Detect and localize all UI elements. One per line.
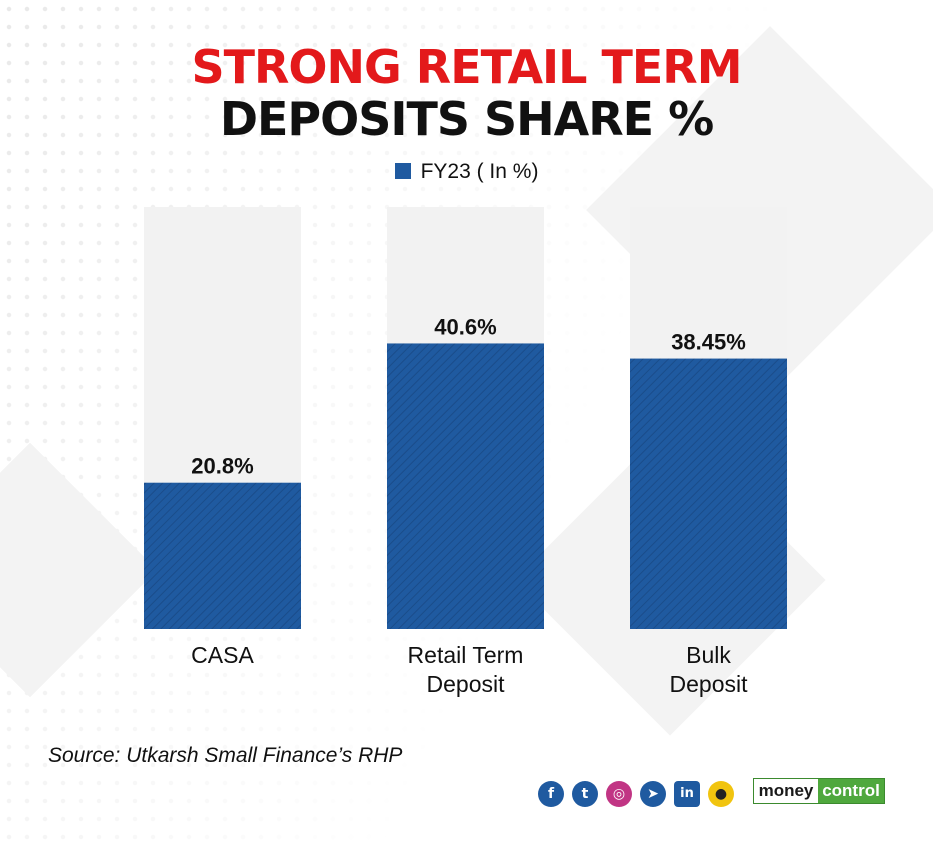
- category-label: Bulk: [686, 642, 731, 668]
- data-label: 20.8%: [191, 454, 253, 479]
- data-label: 40.6%: [434, 314, 496, 339]
- category-label: Retail Term: [408, 642, 524, 668]
- chart-title-line-1: STRONG RETAIL TERM: [191, 40, 743, 94]
- category-label: CASA: [191, 642, 254, 668]
- bar: [630, 358, 787, 629]
- chart-title-line-2: DEPOSITS SHARE %: [219, 92, 714, 146]
- telegram-icon[interactable]: ➤: [640, 781, 666, 807]
- category-label: Deposit: [427, 671, 506, 697]
- bar: [144, 482, 301, 629]
- source-note: Source: Utkarsh Small Finance’s RHP: [48, 744, 403, 767]
- legend: FY23 ( In %): [0, 160, 933, 184]
- category-label: Deposit: [670, 671, 749, 697]
- koo-icon[interactable]: ●: [708, 781, 734, 807]
- bar: [387, 343, 544, 629]
- linkedin-icon[interactable]: in: [674, 781, 700, 807]
- brand-right-text: control: [822, 781, 880, 800]
- twitter-icon[interactable]: t: [572, 781, 598, 807]
- brand-left-text: money: [754, 779, 818, 803]
- legend-swatch: [394, 163, 411, 179]
- legend-label: FY23 ( In %): [420, 160, 539, 183]
- instagram-icon[interactable]: ◎: [606, 781, 632, 807]
- moneycontrol-logo: money control: [753, 778, 885, 804]
- data-label: 38.45%: [671, 330, 746, 355]
- facebook-icon[interactable]: f: [538, 781, 564, 807]
